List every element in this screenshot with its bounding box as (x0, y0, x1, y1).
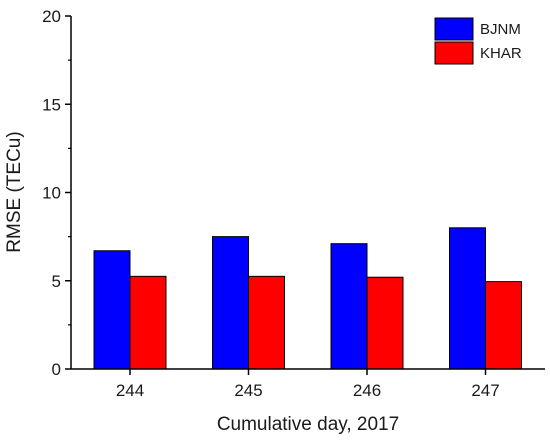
x-tick-label: 245 (234, 381, 262, 400)
bar-khar-247 (485, 281, 522, 370)
bar-khar-246 (366, 276, 404, 370)
x-axis-title: Cumulative day, 2017 (217, 414, 399, 435)
y-tick-label: 5 (52, 272, 61, 291)
bar-bjnm-244 (93, 250, 131, 370)
bar-bjnm-247 (449, 227, 486, 370)
y-tick-label: 10 (42, 184, 61, 203)
y-axis-title: RMSE (TECu) (4, 131, 25, 252)
x-tick-label: 247 (471, 381, 499, 400)
x-tick-label: 244 (116, 381, 144, 400)
bar-bjnm-245 (212, 236, 249, 370)
y-tick-label: 15 (42, 95, 61, 114)
x-tick-label: 246 (353, 381, 381, 400)
legend-label-khar: KHAR (480, 45, 522, 62)
bar-khar-245 (248, 275, 285, 370)
y-tick-label: 0 (52, 360, 61, 379)
y-tick-label: 20 (42, 7, 61, 26)
y-ticks: 0 5 10 15 20 (42, 7, 71, 379)
bar-khar-244 (129, 275, 167, 370)
bar-bjnm-246 (330, 243, 368, 370)
x-ticks: 244 245 246 247 (116, 369, 500, 400)
bars-layer (93, 227, 522, 370)
legend-label-bjnm: BJNM (480, 21, 521, 38)
legend: BJNM KHAR (434, 17, 522, 65)
legend-swatch-khar (434, 41, 474, 65)
legend-swatch-bjnm (434, 17, 474, 41)
